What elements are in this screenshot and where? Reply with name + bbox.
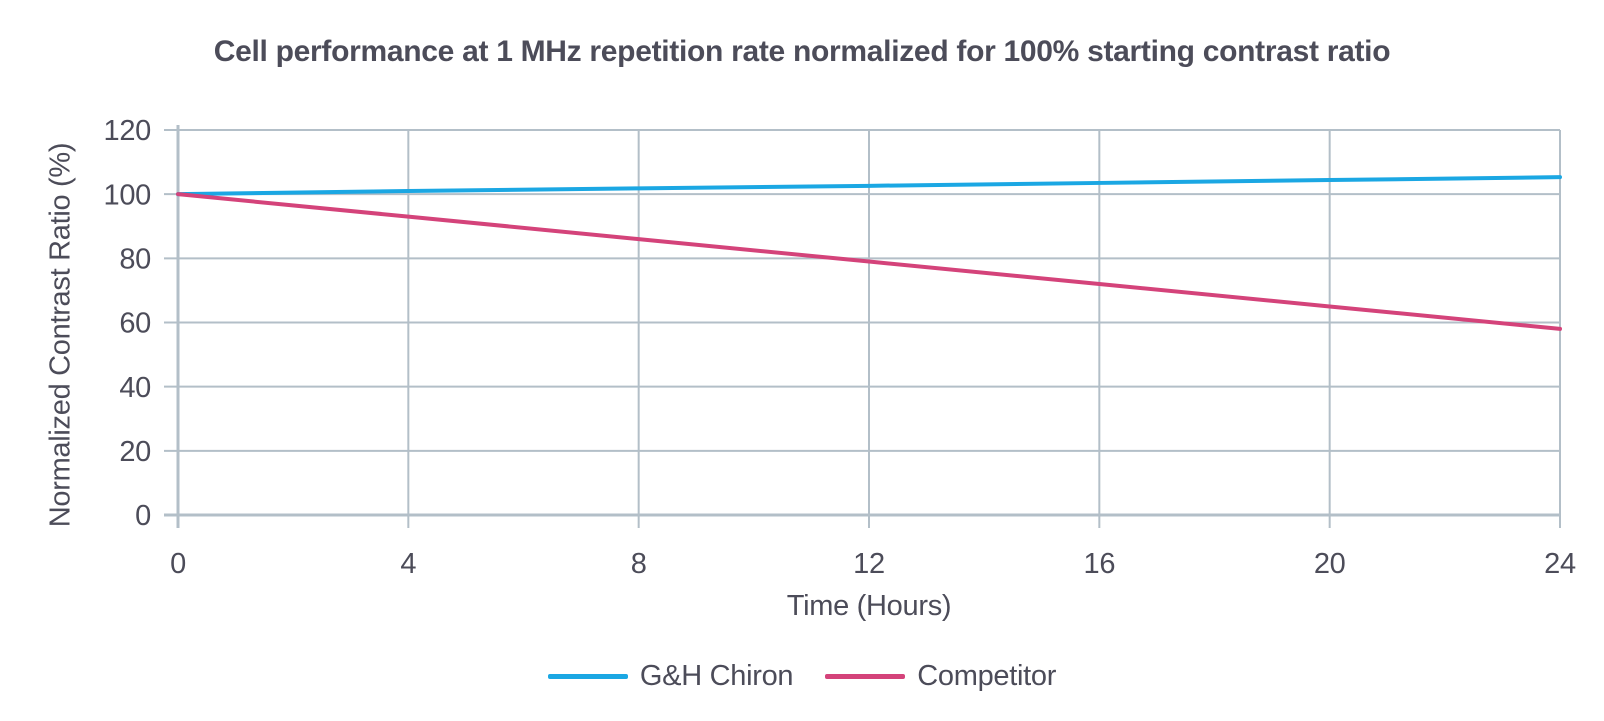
x-axis-title: Time (Hours) — [786, 590, 952, 622]
x-tick-label: 0 — [170, 548, 186, 580]
series-line-g-h-chiron — [176, 175, 1562, 197]
legend-label: G&H Chiron — [639, 660, 794, 692]
x-tick-label: 8 — [631, 548, 647, 580]
y-tick-label: 60 — [119, 308, 151, 340]
legend-label: Competitor — [917, 660, 1057, 692]
legend-swatch-line — [825, 674, 906, 679]
legend-item: Competitor — [825, 660, 1056, 693]
y-tick-label: 20 — [119, 436, 151, 468]
y-tick-label: 0 — [135, 500, 151, 532]
x-tick-label: 12 — [853, 548, 885, 580]
chart-title: Cell performance at 1 MHz repetition rat… — [213, 35, 1391, 68]
legend: G&H Chiron Competitor — [0, 660, 1604, 693]
y-tick-label: 80 — [119, 243, 151, 275]
y-tick-label: 100 — [104, 179, 152, 211]
legend-swatch-line — [547, 674, 628, 679]
x-tick-label: 24 — [1544, 548, 1576, 580]
x-tick-label: 4 — [400, 548, 416, 580]
y-tick-label: 120 — [104, 115, 152, 147]
x-tick-label: 20 — [1314, 548, 1346, 580]
x-tick-label: 16 — [1083, 548, 1115, 580]
legend-item: G&H Chiron — [547, 660, 794, 693]
y-tick-label: 40 — [119, 372, 151, 404]
series-line-competitor — [176, 192, 1562, 331]
